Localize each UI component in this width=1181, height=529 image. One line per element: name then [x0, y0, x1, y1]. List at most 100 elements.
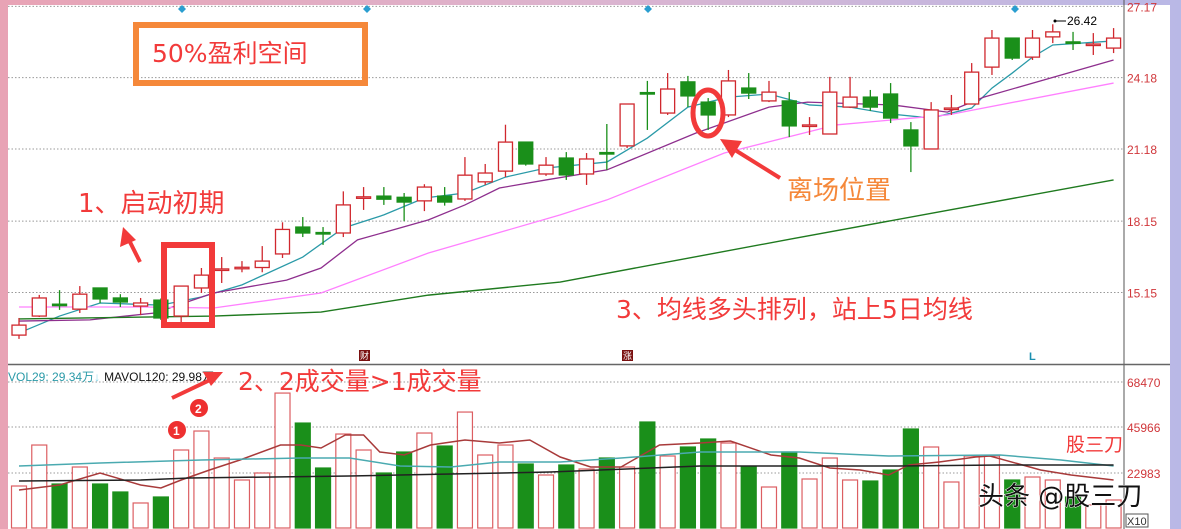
volume-bar: [254, 472, 271, 529]
volume-bar: [923, 446, 940, 529]
zhang-marker[interactable]: 涨: [623, 351, 632, 362]
volume-bar: [193, 430, 210, 529]
volume-bar: [679, 446, 697, 529]
price-tick-label: 27.17: [1127, 0, 1157, 14]
volume-bar: [821, 457, 838, 529]
price-tick-label: 18.15: [1127, 215, 1157, 229]
volume-bar: [91, 483, 109, 529]
candle-body: [416, 186, 433, 202]
candle: [51, 290, 68, 310]
candle: [538, 157, 554, 176]
candle: [984, 29, 1000, 75]
volume-bar: [10, 485, 28, 529]
candle-body: [558, 157, 574, 176]
candle: [193, 267, 210, 293]
candle: [497, 124, 514, 178]
cai-marker-bg: [359, 350, 370, 361]
candle: [943, 94, 960, 115]
candle: [842, 76, 858, 109]
candle: [355, 187, 372, 210]
volume-bar: [314, 467, 332, 529]
candle-body: [376, 195, 392, 200]
volume-bar: [720, 442, 737, 529]
volume-bar: [882, 469, 899, 529]
volume-tick-label: 22983: [1127, 467, 1161, 481]
candle-body: [214, 268, 230, 272]
volume-unit-box: [1125, 513, 1149, 528]
volume-bar: [335, 433, 352, 529]
event-diamond-icon: [1011, 5, 1019, 13]
candle-body: [538, 164, 554, 175]
candle: [274, 222, 291, 258]
volume-bar: [1004, 479, 1021, 529]
volume-bar: [639, 421, 656, 529]
candle-body: [173, 285, 189, 317]
candle: [1024, 29, 1041, 60]
volume-bar: [294, 422, 311, 529]
candle: [639, 80, 656, 130]
volume-bar: [1064, 496, 1082, 529]
candle: [173, 285, 189, 323]
vol-ma-short-line: [18, 434, 1114, 491]
volume-bar: [618, 466, 636, 529]
cai-marker[interactable]: 财: [360, 350, 369, 362]
candle: [801, 117, 818, 135]
volume-bar: [375, 472, 392, 529]
volume-bar: [436, 445, 453, 529]
candle-body: [984, 37, 1000, 68]
profit-box-label: 50%盈利空间: [152, 39, 308, 68]
candle: [1004, 37, 1020, 60]
candle: [680, 75, 696, 108]
volume-bar: [173, 449, 190, 529]
volume-bar: [416, 432, 433, 529]
step2-label: 2、2成交量>1成交量: [238, 367, 482, 396]
candle-body: [477, 172, 493, 183]
price-tick-label: 21.18: [1127, 143, 1157, 157]
candle-body: [335, 204, 351, 234]
candle-body: [801, 124, 818, 128]
candle-body: [903, 129, 919, 147]
candle-body: [274, 228, 291, 255]
event-markers: [178, 5, 1019, 13]
step1-label: 1、启动初期: [78, 189, 225, 219]
candle-body: [1024, 37, 1041, 58]
candle-body: [315, 231, 331, 235]
candle: [903, 122, 919, 173]
volume-bar: [1085, 504, 1102, 529]
volume-tick-label: 68470: [1127, 376, 1161, 390]
candle-body: [700, 101, 716, 116]
candle: [254, 246, 270, 273]
event-diamond-icon: [644, 5, 652, 13]
candle-body: [11, 324, 27, 336]
volume-bar: [558, 464, 575, 529]
volume-unit: X10: [1127, 516, 1147, 528]
mavol-value: MAVOL120: 29.98万: [104, 370, 214, 384]
candle-body: [659, 88, 676, 114]
candle-body: [964, 71, 980, 105]
candle-body: [457, 174, 473, 200]
volume-ma-lines: [18, 434, 1114, 491]
volume-bar: [760, 486, 778, 529]
candle-body: [31, 297, 47, 317]
watermark: 头条 @股三刀: [978, 482, 1142, 512]
candle-body: [355, 196, 372, 199]
exit-arrow-icon: [720, 139, 782, 180]
candle: [457, 157, 473, 201]
candle: [1105, 28, 1122, 54]
volume-bar: [112, 491, 129, 529]
volume-bar: [963, 455, 980, 529]
candle: [700, 98, 716, 130]
candle: [11, 317, 27, 339]
candle-body: [822, 91, 838, 135]
brand-label: 股三刀: [1066, 434, 1123, 456]
candle-body: [1004, 37, 1020, 59]
volume-bar: [578, 468, 595, 529]
volume-bar: [213, 457, 230, 529]
l-marker[interactable]: L: [1029, 351, 1036, 363]
volume-bar: [51, 483, 68, 529]
step1-arrow-icon: [120, 227, 142, 263]
candle: [335, 191, 351, 238]
volume-bar: [152, 496, 169, 529]
vol-value: VOL29: 29.34万: [8, 370, 94, 384]
candle-body: [741, 87, 757, 94]
